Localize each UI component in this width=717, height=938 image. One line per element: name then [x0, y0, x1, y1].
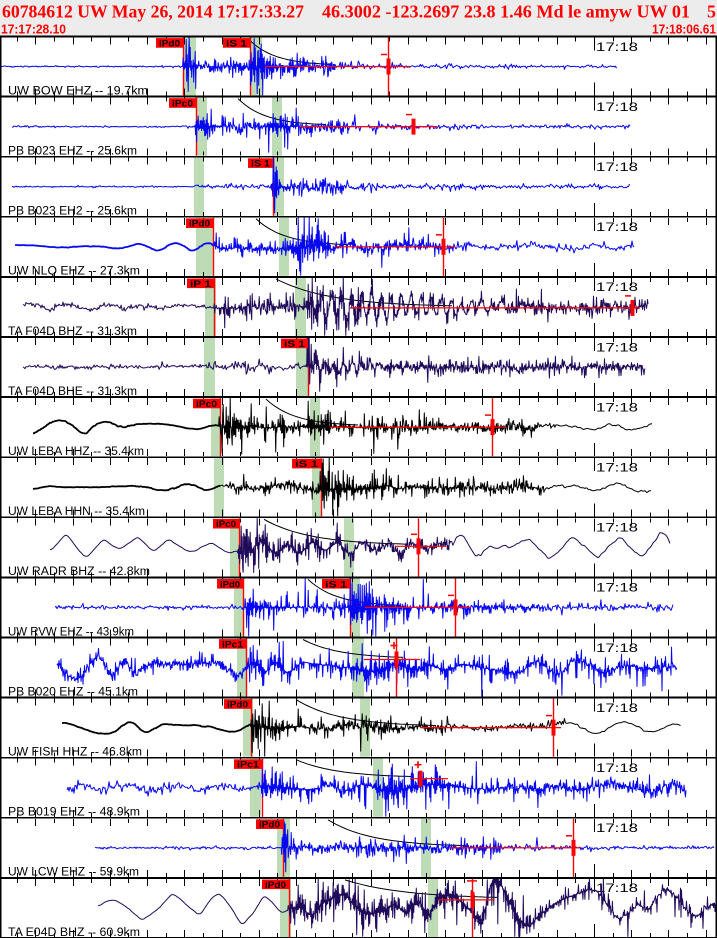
svg-text:UW BOW EHZ -- 19.7km: UW BOW EHZ -- 19.7km	[8, 83, 148, 97]
svg-text:17:18: 17:18	[596, 701, 638, 715]
svg-text:iPd0: iPd0	[159, 38, 180, 49]
svg-text:iS 1: iS 1	[284, 339, 306, 350]
svg-text:UW LEBA HHZ -- 35.4km: UW LEBA HHZ -- 35.4km	[8, 444, 144, 458]
svg-text:iPc0: iPc0	[172, 99, 193, 110]
svg-text:PB B023 EH2 -- 25.6km: PB B023 EH2 -- 25.6km	[8, 204, 137, 218]
svg-text:17:18: 17:18	[596, 761, 638, 775]
svg-text:iPd0: iPd0	[259, 820, 280, 831]
svg-text:iPc1: iPc1	[237, 760, 260, 771]
svg-text:17:18: 17:18	[596, 881, 638, 895]
svg-text:17:18: 17:18	[596, 581, 638, 595]
svg-text:iPc0: iPc0	[196, 399, 217, 410]
svg-text:PB B019 EHZ -- 48.9km: PB B019 EHZ -- 48.9km	[8, 805, 140, 819]
svg-text:UW NLQ EHZ -- 27.3km: UW NLQ EHZ -- 27.3km	[8, 264, 140, 278]
svg-text:UW FISH HHZ -- 46.8km: UW FISH HHZ -- 46.8km	[8, 745, 142, 759]
svg-text:iS 1: iS 1	[295, 459, 319, 470]
svg-text:17:18: 17:18	[596, 160, 638, 174]
svg-text:iS 1: iS 1	[251, 159, 271, 170]
svg-text:iS 1: iS 1	[325, 579, 348, 590]
svg-text:iP 1: iP 1	[190, 279, 212, 290]
svg-text:17:18: 17:18	[596, 340, 638, 354]
svg-text:UW RADR BHZ -- 42.8km: UW RADR BHZ -- 42.8km	[8, 564, 150, 578]
svg-text:17:18: 17:18	[596, 280, 638, 294]
svg-text:17:18: 17:18	[596, 521, 638, 535]
svg-text:iPd0: iPd0	[220, 579, 240, 590]
svg-text:TA F04D BHE -- 31.3km: TA F04D BHE -- 31.3km	[8, 384, 137, 398]
svg-text:iPd0: iPd0	[227, 700, 248, 711]
svg-text:iPd0: iPd0	[189, 219, 210, 230]
svg-text:TA E04D BHZ -- 60.9km: TA E04D BHZ -- 60.9km	[8, 925, 140, 938]
svg-text:UW RVW EHZ -- 43.9km: UW RVW EHZ -- 43.9km	[8, 624, 134, 638]
svg-text:17:18: 17:18	[596, 40, 638, 54]
svg-text:17:18: 17:18	[596, 100, 638, 114]
svg-text:TA F04D BHZ -- 31.3km: TA F04D BHZ -- 31.3km	[8, 324, 137, 338]
svg-text:17:17:28.10: 17:17:28.10	[1, 23, 66, 37]
svg-text:17:18: 17:18	[596, 821, 638, 835]
svg-text:iPd0: iPd0	[265, 880, 286, 891]
svg-text:17:18: 17:18	[596, 641, 638, 655]
svg-text:PB B023 EHZ -- 25.6km: PB B023 EHZ -- 25.6km	[8, 144, 137, 158]
svg-text:UW LEBA HHN -- 35.4km: UW LEBA HHN -- 35.4km	[8, 504, 145, 518]
svg-text:17:18:06.61: 17:18:06.61	[652, 23, 716, 37]
svg-text:iPc0: iPc0	[216, 519, 236, 530]
svg-text:60784612 UW May 26, 2014 17:17: 60784612 UW May 26, 2014 17:17:33.27	[2, 2, 304, 22]
svg-text:UW LCW EHZ -- 59.9km: UW LCW EHZ -- 59.9km	[8, 865, 139, 879]
svg-text:iS 1: iS 1	[226, 38, 248, 49]
svg-text:5: 5	[707, 2, 716, 22]
svg-text:46.3002 -123.2697 23.8 1.46 Md: 46.3002 -123.2697 23.8 1.46 Md le amyw U…	[322, 2, 690, 22]
svg-text:17:18: 17:18	[596, 220, 638, 234]
svg-text:iPc1: iPc1	[222, 639, 244, 650]
svg-text:17:18: 17:18	[596, 400, 638, 414]
svg-text:17:18: 17:18	[596, 461, 638, 475]
svg-text:PB B020 EHZ -- 45.1km: PB B020 EHZ -- 45.1km	[8, 684, 138, 698]
